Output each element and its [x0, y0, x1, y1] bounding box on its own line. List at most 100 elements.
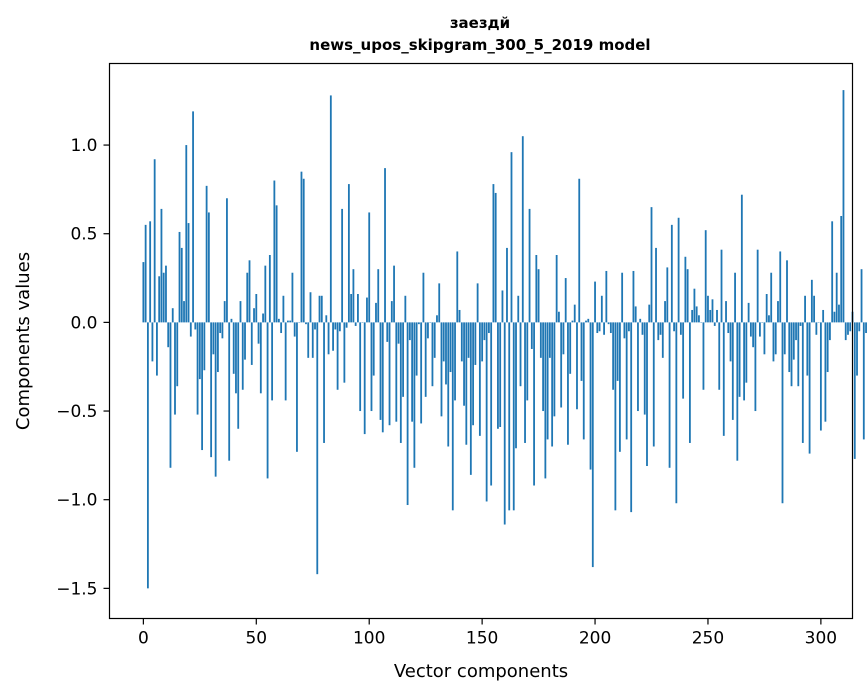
bar-281 [777, 301, 779, 323]
bar-51 [257, 322, 260, 344]
bar-146 [472, 322, 474, 426]
bar-133 [442, 322, 445, 362]
bar-208 [612, 322, 615, 390]
bar-252 [711, 299, 714, 323]
bar-243 [691, 309, 694, 323]
bar-195 [582, 322, 585, 440]
bar-192 [576, 322, 578, 410]
bar-248 [702, 322, 705, 390]
bar-89 [343, 322, 346, 383]
bar-79 [320, 295, 323, 323]
bar-267 [745, 322, 748, 383]
bar-27 [203, 322, 206, 371]
bar-308 [838, 304, 840, 323]
bar-34 [219, 322, 222, 334]
bar-238 [679, 322, 682, 335]
bar-40 [232, 322, 235, 374]
bar-86 [336, 322, 339, 390]
bar-229 [659, 322, 662, 335]
bar-193 [578, 178, 581, 323]
bar-121 [415, 322, 418, 376]
x-tick-label: 0 [138, 629, 149, 649]
bar-10 [165, 265, 167, 323]
bar-11 [167, 322, 170, 348]
bar-65 [289, 320, 292, 323]
bar-298 [815, 322, 818, 335]
bar-21 [189, 322, 192, 337]
bar-204 [603, 322, 605, 335]
bar-174 [535, 255, 538, 323]
bar-320 [865, 322, 867, 334]
bar-271 [754, 322, 757, 412]
bar-310 [842, 90, 845, 323]
bar-108 [386, 322, 389, 342]
x-tick-label: 150 [466, 629, 498, 649]
bar-235 [673, 322, 675, 332]
bar-254 [716, 309, 718, 323]
bar-253 [713, 322, 716, 326]
bar-285 [786, 260, 788, 323]
bar-318 [860, 269, 863, 323]
bar-157 [497, 322, 499, 429]
bar-16 [178, 231, 181, 323]
bar-53 [262, 313, 264, 323]
bar-91 [347, 184, 350, 323]
y-tick-label: 0.5 [70, 225, 97, 245]
bar-187 [564, 278, 567, 323]
bar-42 [237, 322, 240, 429]
bar-176 [539, 322, 542, 358]
bar-143 [465, 322, 468, 445]
bar-78 [318, 295, 321, 323]
bar-276 [765, 294, 768, 323]
bar-304 [829, 322, 831, 341]
bar-218 [634, 306, 637, 323]
bar-309 [840, 215, 843, 323]
bar-224 [648, 304, 651, 323]
bar-107 [384, 168, 386, 323]
bar-37 [226, 198, 228, 323]
bar-296 [810, 279, 813, 323]
bar-159 [501, 290, 504, 323]
bar-231 [664, 301, 666, 323]
bar-62 [282, 295, 285, 323]
bar-305 [831, 221, 834, 323]
bar-124 [422, 272, 425, 323]
bar-110 [390, 301, 393, 323]
bar-181 [551, 322, 554, 447]
bar-197 [587, 318, 590, 323]
bar-220 [639, 318, 642, 323]
bar-118 [408, 322, 411, 341]
bar-152 [485, 322, 488, 502]
bar-289 [795, 322, 797, 341]
bar-295 [808, 322, 811, 454]
bar-250 [707, 295, 709, 323]
bar-26 [201, 322, 203, 451]
bar-134 [445, 322, 447, 385]
bar-130 [436, 315, 438, 323]
bar-170 [526, 322, 529, 401]
bar-255 [718, 322, 721, 390]
bar-215 [628, 322, 630, 332]
bar-56 [268, 255, 271, 323]
bar-307 [835, 272, 838, 323]
bar-70 [300, 171, 303, 323]
bar-90 [345, 322, 348, 328]
bar-44 [241, 322, 244, 390]
bar-172 [530, 322, 533, 349]
bar-165 [515, 322, 517, 449]
y-axis-label: Components values [13, 252, 34, 430]
bar-169 [524, 322, 526, 443]
bar-168 [521, 136, 524, 323]
bar-13 [171, 308, 174, 323]
bar-302 [824, 322, 827, 422]
bar-175 [537, 269, 540, 323]
bar-43 [239, 301, 242, 323]
bar-149 [478, 322, 481, 436]
bar-317 [858, 322, 861, 332]
bar-173 [533, 322, 535, 486]
bar-98 [363, 322, 366, 435]
bar-284 [783, 322, 786, 355]
bar-206 [607, 322, 610, 325]
bar-92 [350, 294, 353, 323]
bar-282 [779, 251, 782, 323]
